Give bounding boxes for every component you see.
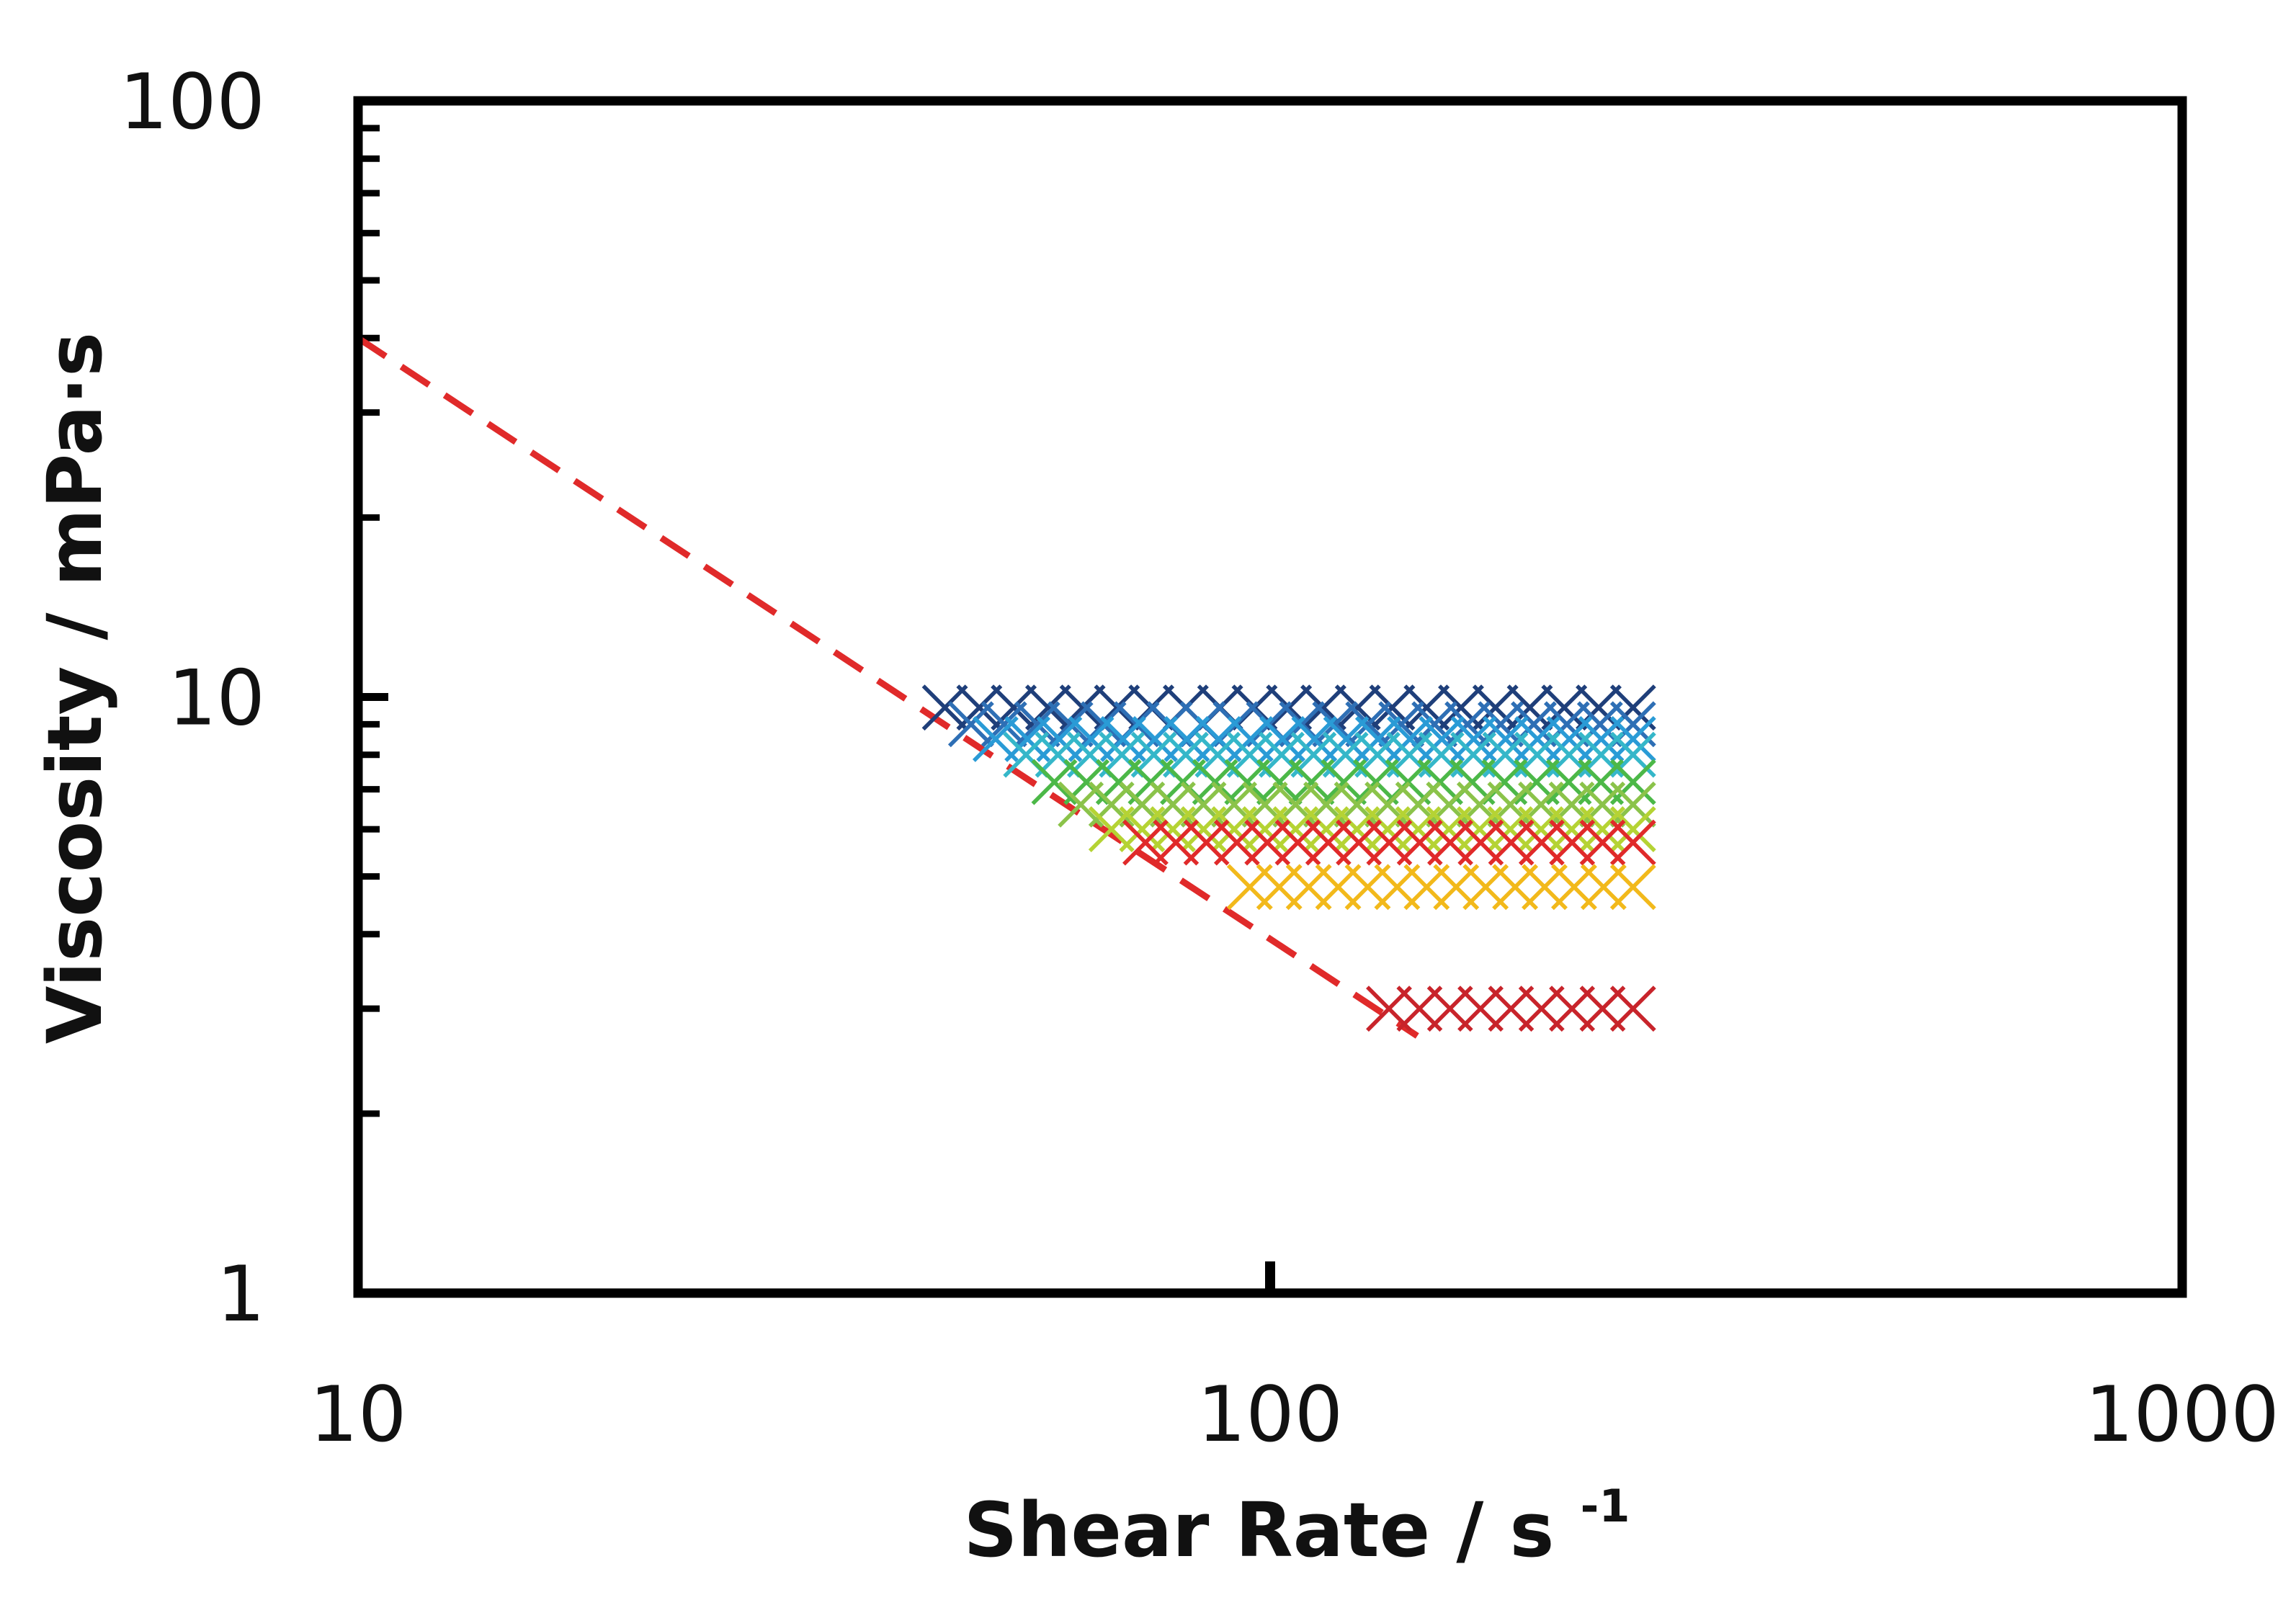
data-series-6 (1058, 781, 1656, 828)
plot-area (353, 96, 2187, 1298)
data-point (1288, 759, 1335, 805)
data-series-9 (1226, 864, 1656, 911)
data-point (1450, 715, 1497, 762)
data-point (1444, 701, 1491, 748)
data-point (1609, 715, 1656, 762)
data-point (1352, 759, 1399, 805)
data-point (1259, 715, 1306, 762)
data-point (956, 684, 1003, 731)
data-point (1514, 715, 1561, 762)
y-axis-label: Viscosity / mPa·s (31, 332, 119, 1044)
y-tick-label: 100 (120, 58, 265, 146)
x-axis-label-superscript: -1 (1581, 1480, 1630, 1532)
data-point (1419, 715, 1465, 762)
trendline-layer (356, 335, 1419, 1039)
data-point (1345, 701, 1392, 748)
x-tick-label: 10 (310, 1370, 407, 1459)
data-point (1004, 715, 1051, 762)
data-points-layer (921, 684, 1656, 1032)
data-point (1163, 715, 1210, 762)
data-point (1578, 715, 1625, 762)
data-point (1609, 986, 1656, 1032)
data-series-3 (972, 715, 1656, 762)
data-point (1472, 684, 1519, 731)
data-point (1378, 701, 1425, 748)
data-point (1609, 819, 1656, 866)
data-point (1256, 759, 1303, 805)
data-point (1014, 701, 1060, 748)
data-point (1036, 715, 1083, 762)
tick-labels: 1 10 100 10 100 1000 (120, 58, 2279, 1459)
data-point (921, 684, 968, 731)
data-point (981, 701, 1027, 748)
data-point (1369, 684, 1416, 731)
x-axis-label: Shear Rate / s -1 (963, 1480, 1630, 1574)
data-point (1227, 715, 1274, 762)
data-series-10 (1366, 986, 1656, 1032)
data-point (1312, 701, 1359, 748)
x-axis-label-text: Shear Rate / s (963, 1486, 1554, 1574)
data-point (1132, 715, 1179, 762)
data-point (1334, 684, 1381, 731)
data-point (972, 715, 1019, 762)
data-point (1609, 806, 1656, 853)
data-point (1099, 715, 1146, 762)
data-point (1321, 759, 1367, 805)
trendline (356, 335, 1419, 1039)
data-point (1609, 759, 1656, 805)
data-point (1546, 715, 1593, 762)
data-point (1047, 701, 1094, 748)
data-point (1609, 864, 1656, 911)
data-point (1438, 684, 1484, 731)
data-point (1195, 715, 1242, 762)
data-series-7 (1088, 806, 1656, 853)
data-point (1323, 715, 1370, 762)
data-point (1031, 759, 1078, 805)
data-point (1578, 759, 1625, 805)
x-tick-label: 1000 (2085, 1370, 2279, 1459)
y-tick-label: 1 (217, 1250, 265, 1338)
data-point (947, 701, 994, 748)
data-point (1354, 715, 1401, 762)
data-point (1224, 759, 1271, 805)
data-point (1411, 701, 1458, 748)
data-point (1068, 715, 1115, 762)
x-tick-label: 100 (1197, 1370, 1343, 1459)
data-point (1545, 759, 1592, 805)
data-point (1609, 781, 1656, 828)
data-point (1478, 701, 1524, 748)
data-point (1403, 684, 1450, 731)
data-series-8 (1122, 819, 1656, 866)
axis-ticks (358, 97, 1275, 1293)
data-point (1506, 684, 1553, 731)
data-point (1482, 715, 1529, 762)
data-point (1291, 715, 1338, 762)
data-series-5 (1031, 759, 1656, 805)
y-tick-label: 10 (168, 654, 265, 743)
data-point (1387, 715, 1434, 762)
data-point (1192, 759, 1238, 805)
